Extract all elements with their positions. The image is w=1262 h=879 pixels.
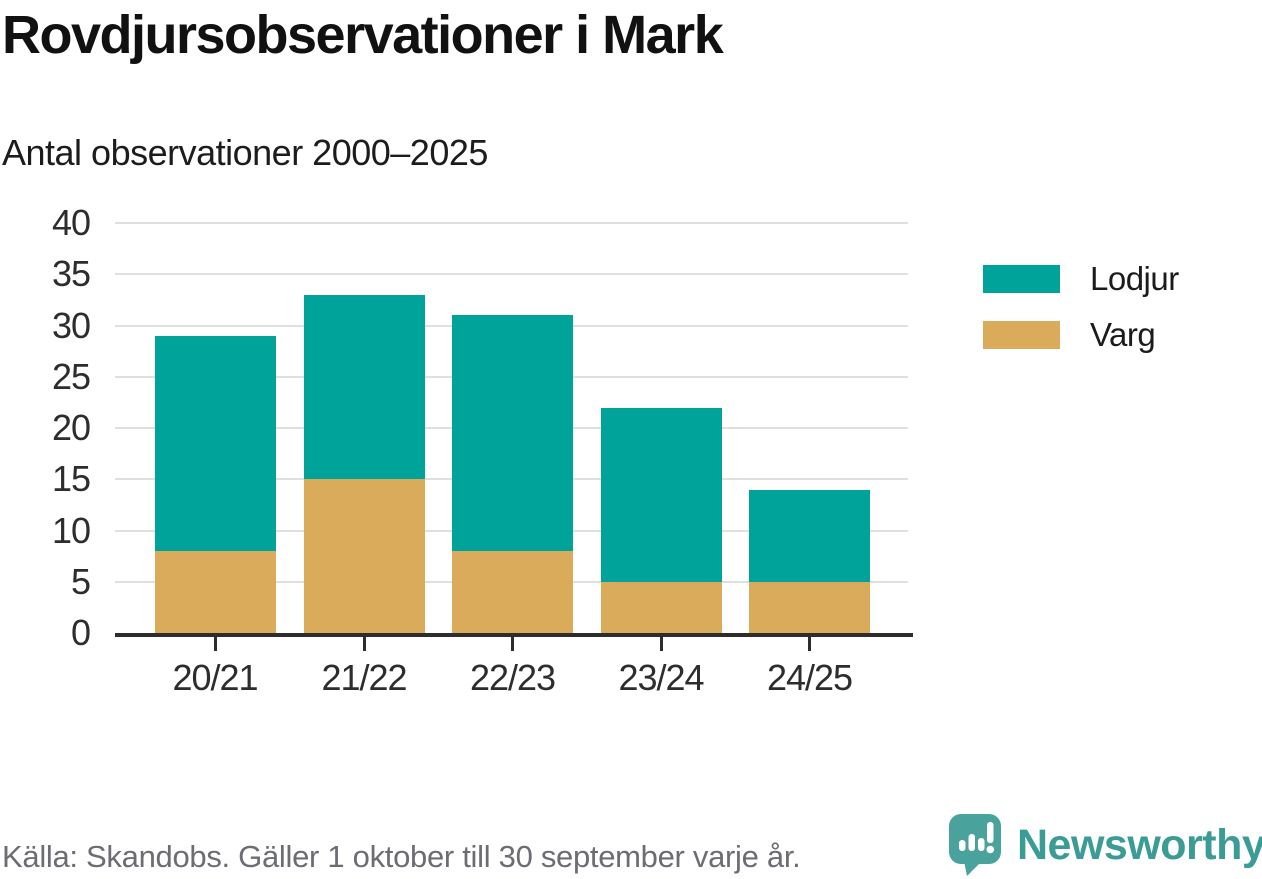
bar-24/25-lodjur xyxy=(749,490,870,582)
x-tick-label-23/24: 23/24 xyxy=(618,657,704,698)
bar-22/23-lodjur xyxy=(452,315,573,551)
bar-20/21-lodjur xyxy=(154,336,276,551)
bar-23/24-varg xyxy=(600,582,722,633)
y-tick-label-15: 15 xyxy=(51,458,91,499)
brand-name: Newsworthy xyxy=(1017,821,1262,869)
newsworthy-logo-icon xyxy=(949,814,1001,876)
gridline-35 xyxy=(115,273,908,275)
legend-item-lodjur: Lodjur xyxy=(983,260,1179,297)
x-tick-22/23 xyxy=(511,637,514,651)
x-tick-label-24/25: 24/25 xyxy=(766,657,853,698)
y-tick-label-10: 10 xyxy=(51,510,91,551)
y-tick-label-20: 20 xyxy=(51,407,91,448)
chart-title: Rovdjursobservationer i Mark xyxy=(2,5,724,65)
y-tick-label-35: 35 xyxy=(51,253,91,294)
bar-21/22-varg xyxy=(303,479,425,633)
source-note: Källa: Skandobs. Gäller 1 oktober till 3… xyxy=(2,839,801,874)
chart-subtitle: Antal observationer 2000–2025 xyxy=(2,132,488,173)
legend-label-varg: Varg xyxy=(1090,316,1156,353)
x-tick-20/21 xyxy=(213,637,217,651)
x-tick-label-21/22: 21/22 xyxy=(321,657,407,698)
y-tick-label-40: 40 xyxy=(51,202,91,243)
x-tick-23/24 xyxy=(659,637,663,651)
bar-23/24-lodjur xyxy=(600,408,722,582)
x-tick-label-22/23: 22/23 xyxy=(469,657,556,698)
y-tick-label-5: 5 xyxy=(70,561,91,602)
x-tick-21/22 xyxy=(362,637,366,651)
x-tick-label-20/21: 20/21 xyxy=(172,657,258,698)
legend-item-varg: Varg xyxy=(983,316,1179,353)
legend-swatch-varg xyxy=(983,321,1060,349)
bar-20/21-varg xyxy=(154,551,276,633)
x-axis-line xyxy=(115,633,913,637)
bar-24/25-varg xyxy=(749,582,870,633)
y-tick-label-0: 0 xyxy=(70,612,91,653)
legend: Lodjur Varg xyxy=(983,260,1179,374)
x-tick-24/25 xyxy=(808,637,811,651)
y-tick-label-25: 25 xyxy=(51,356,91,397)
brand-lockup: Newsworthy xyxy=(948,813,1262,877)
gridline-40 xyxy=(115,222,908,224)
legend-label-lodjur: Lodjur xyxy=(1090,260,1179,297)
y-tick-label-30: 30 xyxy=(51,305,91,346)
legend-swatch-lodjur xyxy=(983,265,1060,293)
bar-22/23-varg xyxy=(452,551,573,633)
bar-21/22-lodjur xyxy=(303,295,425,479)
